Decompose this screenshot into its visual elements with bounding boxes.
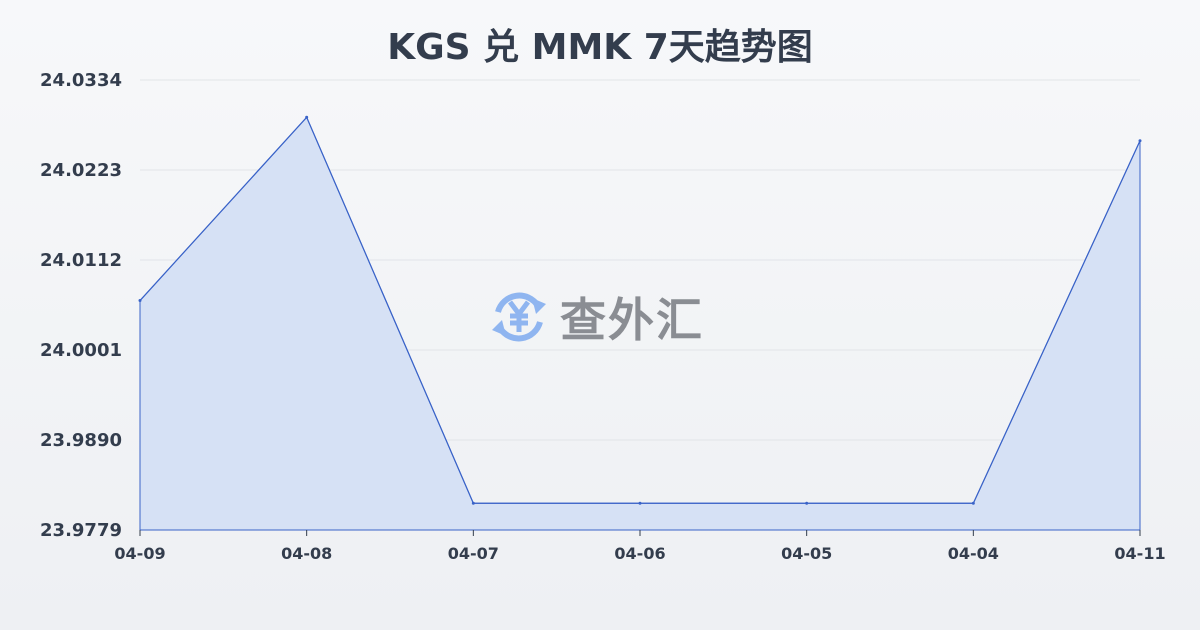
x-tick-label: 04-04 bbox=[948, 544, 999, 563]
chart-title: KGS 兑 MMK 7天趋势图 bbox=[387, 27, 813, 68]
y-tick-label: 24.0334 bbox=[40, 70, 122, 91]
data-point bbox=[1138, 139, 1142, 143]
data-point bbox=[138, 299, 142, 303]
x-tick-label: 04-08 bbox=[281, 544, 332, 563]
yen-exchange-icon bbox=[492, 292, 546, 342]
x-tick-label: 04-06 bbox=[614, 544, 665, 563]
watermark: 查外汇 bbox=[488, 284, 704, 350]
y-tick-label: 24.0223 bbox=[40, 160, 122, 181]
data-point bbox=[971, 501, 975, 505]
data-point bbox=[305, 115, 309, 119]
x-tick-label: 04-09 bbox=[114, 544, 165, 563]
x-tick-label: 04-11 bbox=[1114, 544, 1165, 563]
watermark-text: 查外汇 bbox=[560, 293, 704, 347]
data-point bbox=[805, 501, 809, 505]
x-tick-label: 04-05 bbox=[781, 544, 832, 563]
y-tick-label: 23.9890 bbox=[40, 430, 122, 451]
y-tick-label: 23.9779 bbox=[40, 520, 122, 541]
data-point bbox=[471, 501, 475, 505]
y-tick-label: 24.0001 bbox=[40, 340, 122, 361]
x-tick-label: 04-07 bbox=[448, 544, 499, 563]
data-point bbox=[638, 501, 642, 505]
y-tick-label: 24.0112 bbox=[40, 250, 122, 271]
